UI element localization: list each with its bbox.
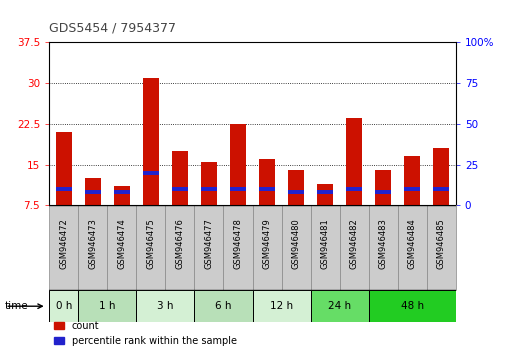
Bar xyxy=(259,159,275,205)
Bar xyxy=(434,148,449,205)
Text: GDS5454 / 7954377: GDS5454 / 7954377 xyxy=(49,22,176,35)
Text: GSM946473: GSM946473 xyxy=(88,218,97,269)
Bar xyxy=(223,205,253,290)
Bar xyxy=(398,205,427,290)
Bar xyxy=(78,205,107,290)
Bar xyxy=(427,205,456,290)
Text: 48 h: 48 h xyxy=(401,301,424,311)
Bar xyxy=(346,119,362,205)
Bar xyxy=(165,205,194,290)
Bar xyxy=(49,290,78,322)
Bar xyxy=(201,162,217,205)
Text: 0 h: 0 h xyxy=(55,301,72,311)
Bar xyxy=(375,170,391,205)
Text: GSM946485: GSM946485 xyxy=(437,218,446,269)
Text: GSM946480: GSM946480 xyxy=(292,218,300,269)
Text: 24 h: 24 h xyxy=(328,301,351,311)
Bar xyxy=(317,184,333,205)
Bar xyxy=(56,187,71,191)
Bar xyxy=(288,170,304,205)
Bar xyxy=(434,187,449,191)
Bar xyxy=(114,186,130,205)
Text: time: time xyxy=(5,301,29,311)
Bar xyxy=(404,156,420,205)
Bar xyxy=(78,290,136,322)
Text: GSM946476: GSM946476 xyxy=(176,218,184,269)
Bar xyxy=(311,290,369,322)
Bar xyxy=(369,205,398,290)
Bar xyxy=(49,205,78,290)
Text: GSM946475: GSM946475 xyxy=(147,218,155,269)
Bar xyxy=(114,190,130,194)
Text: GSM946478: GSM946478 xyxy=(234,218,242,269)
Bar xyxy=(85,178,101,205)
Bar xyxy=(136,205,165,290)
Bar xyxy=(85,190,101,194)
Bar xyxy=(230,187,246,191)
Bar xyxy=(172,187,188,191)
Text: 1 h: 1 h xyxy=(99,301,116,311)
Text: GSM946479: GSM946479 xyxy=(263,218,271,269)
Text: GSM946472: GSM946472 xyxy=(59,218,68,269)
Legend: count, percentile rank within the sample: count, percentile rank within the sample xyxy=(54,321,237,346)
Bar xyxy=(282,205,311,290)
Text: GSM946484: GSM946484 xyxy=(408,218,417,269)
Text: GSM946482: GSM946482 xyxy=(350,218,358,269)
Text: GSM946477: GSM946477 xyxy=(205,218,213,269)
Text: GSM946481: GSM946481 xyxy=(321,218,329,269)
Bar xyxy=(143,171,159,175)
Bar xyxy=(311,205,340,290)
Bar xyxy=(143,78,159,205)
Bar xyxy=(201,187,217,191)
Text: GSM946474: GSM946474 xyxy=(117,218,126,269)
Bar xyxy=(56,132,71,205)
Text: 3 h: 3 h xyxy=(157,301,174,311)
Text: 6 h: 6 h xyxy=(215,301,232,311)
Bar xyxy=(259,187,275,191)
Text: GSM946483: GSM946483 xyxy=(379,218,388,269)
Bar xyxy=(253,290,311,322)
Bar xyxy=(375,190,391,194)
Bar xyxy=(317,190,333,194)
Bar xyxy=(230,124,246,205)
Bar xyxy=(340,205,369,290)
Bar xyxy=(288,190,304,194)
Bar xyxy=(369,290,456,322)
Bar xyxy=(194,205,223,290)
Bar xyxy=(253,205,282,290)
Bar xyxy=(194,290,253,322)
Bar xyxy=(136,290,194,322)
Bar xyxy=(172,151,188,205)
Bar xyxy=(107,205,136,290)
Bar xyxy=(346,187,362,191)
Bar xyxy=(404,187,420,191)
Text: 12 h: 12 h xyxy=(270,301,293,311)
